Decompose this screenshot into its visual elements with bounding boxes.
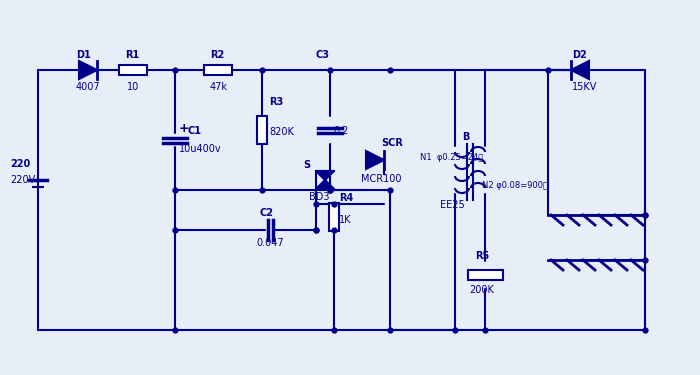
Polygon shape [79,61,97,79]
Text: N1  φ0.25=24圈: N1 φ0.25=24圈 [420,153,483,162]
Text: R5: R5 [475,251,489,261]
Text: D2: D2 [572,50,587,60]
Text: B: B [462,132,470,142]
Text: MCR100: MCR100 [361,174,402,184]
Polygon shape [316,180,334,189]
Text: R3: R3 [269,97,284,107]
Bar [468,270,503,280]
Bar [204,65,232,75]
Polygon shape [571,61,589,79]
Text: 220: 220 [10,159,30,169]
Polygon shape [366,151,384,169]
Text: C1: C1 [187,126,201,136]
Text: 0.047: 0.047 [256,238,284,248]
Text: C2: C2 [260,208,274,218]
Polygon shape [316,171,334,180]
Text: 15KV: 15KV [572,82,597,92]
Text: S: S [303,160,310,170]
Text: C3: C3 [316,50,330,60]
Text: 220V: 220V [10,175,35,185]
Bar [119,65,147,75]
Text: SCR: SCR [381,138,403,148]
Text: R4: R4 [339,193,354,203]
Text: 200K: 200K [469,285,494,295]
Text: 10: 10 [127,82,139,92]
Text: 10u400v: 10u400v [179,144,222,154]
Text: 820K: 820K [269,127,294,137]
Text: 4007: 4007 [76,82,101,92]
Text: 1K: 1K [339,215,351,225]
Bar [329,203,339,231]
Text: 47k: 47k [210,82,228,92]
Text: N2 φ0.08=900圈: N2 φ0.08=900圈 [482,181,548,190]
Text: BD3: BD3 [309,192,330,202]
Text: 0.2: 0.2 [333,126,349,136]
Text: R1: R1 [125,50,139,60]
Text: R2: R2 [210,50,224,60]
Text: EE25: EE25 [440,200,465,210]
Bar [257,116,267,144]
Text: +: + [179,122,190,135]
Text: D1: D1 [76,50,91,60]
